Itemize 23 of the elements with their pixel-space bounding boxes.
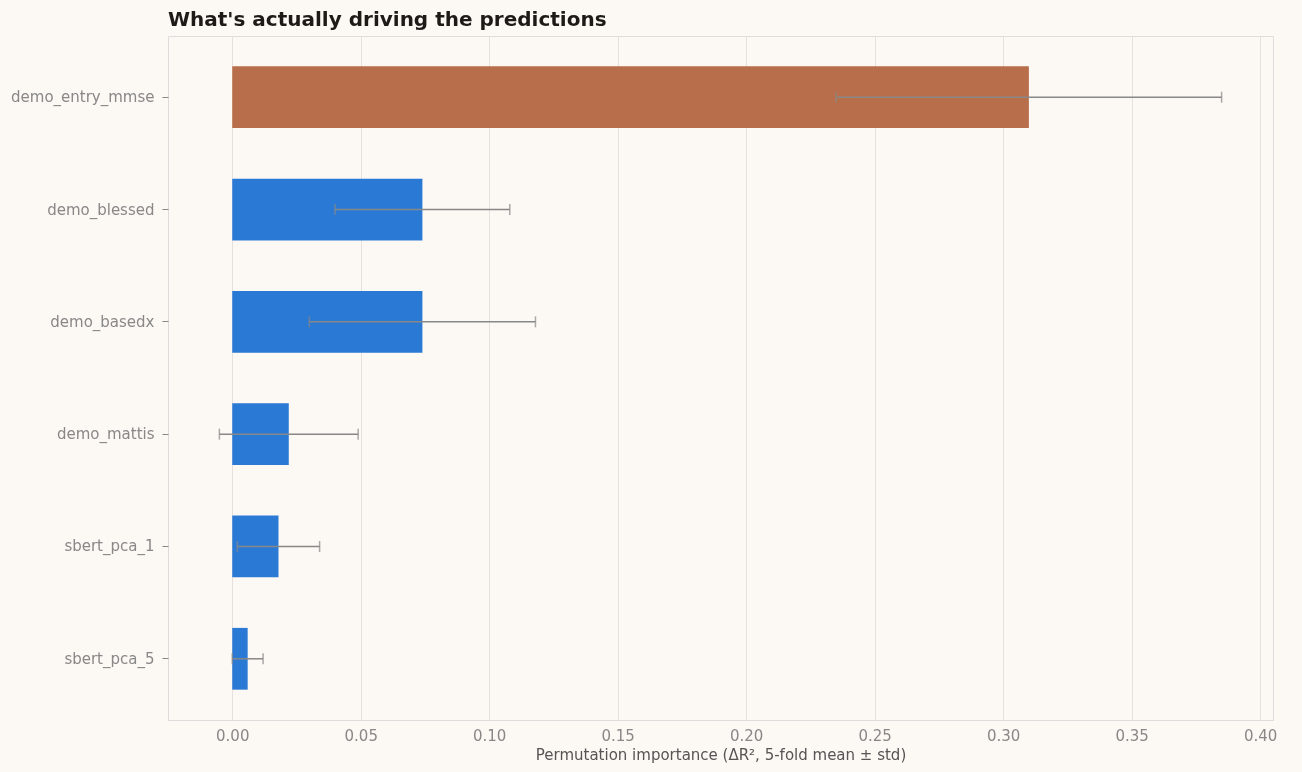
bar bbox=[232, 290, 423, 353]
y-tick-label: sbert_pca_5 bbox=[64, 649, 155, 669]
x-tick-label: 0.00 bbox=[216, 726, 250, 745]
x-tick-label: 0.35 bbox=[1115, 726, 1149, 745]
chart-title: What's actually driving the predictions bbox=[168, 7, 607, 31]
bar bbox=[232, 627, 248, 690]
x-axis-title: Permutation importance (ΔR², 5-fold mean ± std) bbox=[535, 745, 907, 764]
y-tick-label: demo_entry_mmse bbox=[11, 88, 155, 108]
x-tick-label: 0.10 bbox=[473, 726, 507, 745]
x-tick-label: 0.15 bbox=[601, 726, 635, 745]
y-tick-label: demo_mattis bbox=[56, 425, 155, 445]
bar bbox=[232, 178, 423, 241]
bar bbox=[232, 403, 289, 466]
x-tick-label: 0.40 bbox=[1243, 726, 1278, 745]
y-tick-label: sbert_pca_1 bbox=[64, 537, 155, 557]
x-tick-label: 0.30 bbox=[986, 726, 1021, 745]
bar bbox=[232, 515, 279, 578]
x-tick-label: 0.05 bbox=[344, 726, 378, 745]
y-tick-label: demo_basedx bbox=[50, 312, 155, 332]
bar bbox=[232, 66, 1029, 129]
x-tick-label: 0.20 bbox=[729, 726, 764, 745]
x-tick-label: 0.25 bbox=[858, 726, 892, 745]
y-tick-label: demo_blessed bbox=[47, 200, 155, 220]
